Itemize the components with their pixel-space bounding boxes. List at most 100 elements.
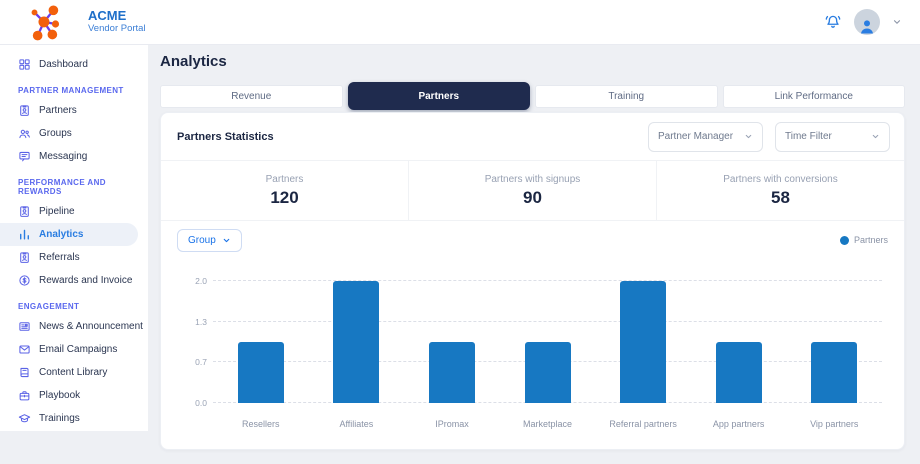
partners-bar-chart: 0.0 0.7 1.3 2.0 Resellers Affiliates IPromax M… [177, 265, 888, 441]
sidebar-item-label: Email Campaigns [39, 344, 118, 355]
id-badge-icon [18, 251, 31, 264]
sidebar-item-label: Analytics [39, 229, 84, 240]
sidebar-item-label: News & Announcement [39, 321, 143, 332]
tab-link-performance[interactable]: Link Performance [722, 84, 905, 108]
time-filter-select[interactable]: Time Filter [775, 121, 890, 152]
bar-app-partners[interactable] [715, 342, 762, 403]
bar-marketplace[interactable] [524, 342, 571, 403]
bar-referral-partners[interactable] [620, 281, 667, 403]
stat-label: Partners with conversions [723, 173, 838, 185]
group-dropdown-label: Group [188, 234, 216, 246]
x-axis-label-app-partners: App partners [712, 419, 765, 429]
group-dropdown-button[interactable]: Group [177, 228, 242, 252]
x-axis-label-resellers: Resellers [242, 419, 280, 429]
brand-block: ACME Vendor Portal [88, 8, 146, 35]
bar-affiliates[interactable] [333, 281, 380, 403]
x-axis-label-referral-partners: Referral partners [609, 419, 677, 429]
top-header-bar: ACME Vendor Portal [0, 0, 920, 45]
sidebar-item-email-campaigns[interactable]: Email Campaigns [0, 338, 148, 361]
users-icon [18, 127, 31, 140]
stat-value: 58 [771, 187, 790, 207]
sidebar-item-label: Pipeline [39, 206, 75, 217]
chevron-down-icon[interactable] [892, 17, 902, 27]
sidebar-nav: Dashboard PARTNER MANAGEMENT Partners Group… [0, 45, 148, 431]
brand-subtitle: Vendor Portal [88, 23, 146, 34]
tab-partners[interactable]: Partners [347, 82, 530, 110]
stat-value: 90 [523, 187, 542, 207]
stats-row: Partners 120 Partners with signups 90 Partne… [161, 161, 904, 221]
stat-label: Partners [265, 173, 304, 185]
stat-value: 120 [270, 187, 299, 207]
sidebar-item-messaging[interactable]: Messaging [0, 145, 148, 168]
sidebar-item-label: Dashboard [39, 59, 88, 70]
bell-icon[interactable] [824, 13, 842, 31]
sidebar-section-title-engagement: ENGAGEMENT [18, 302, 80, 311]
chevron-down-icon [744, 132, 753, 141]
analytics-tab-bar: Revenue Partners Training Link Performance [160, 82, 905, 110]
sidebar-item-label: Referrals [39, 252, 80, 263]
y-axis-tick-label: 0.0 [195, 398, 207, 408]
graduation-cap-icon [18, 412, 31, 425]
sidebar-section-title-partner-management: PARTNER MANAGEMENT [18, 86, 124, 95]
x-axis-label-affiliates: Affiliates [339, 419, 374, 429]
sidebar-item-dashboard[interactable]: Dashboard [0, 53, 148, 76]
envelope-icon [18, 343, 31, 356]
sidebar-item-label: Partners [39, 105, 77, 116]
partner-manager-select[interactable]: Partner Manager [648, 121, 763, 152]
x-axis-label-ipromax: IPromax [435, 419, 469, 429]
sidebar-item-playbook[interactable]: Playbook [0, 384, 148, 407]
stat-label: Partners with signups [484, 173, 581, 185]
sidebar-item-rewards-and-invoice[interactable]: Rewards and Invoice [0, 269, 148, 292]
user-avatar-icon[interactable] [854, 9, 880, 35]
gridline: 1.3 [195, 317, 882, 327]
chart-legend: Partners [839, 235, 888, 245]
bar-chart-icon [18, 228, 31, 241]
partners-statistics-panel: Partners Statistics Partner Manager Time … [160, 112, 905, 450]
newspaper-icon [18, 320, 31, 333]
y-axis-tick-label: 2.0 [195, 276, 207, 286]
x-axis-label-vip-partners: Vip partners [810, 419, 859, 429]
sidebar-item-analytics[interactable]: Analytics [0, 223, 138, 246]
chevron-down-icon [222, 236, 231, 245]
id-badge-icon [18, 205, 31, 218]
id-badge-icon [18, 104, 31, 117]
sidebar-section-title-performance-and-rewards: PERFORMANCE AND REWARDS [18, 178, 106, 196]
book-icon [18, 366, 31, 379]
tab-revenue[interactable]: Revenue [160, 84, 343, 108]
sidebar-item-news-announcement[interactable]: News & Announcement [0, 315, 148, 338]
stat-partners: Partners 120 [161, 161, 408, 220]
sidebar-item-label: Rewards and Invoice [39, 275, 133, 286]
filter-controls: Partner Manager Time Filter [648, 121, 890, 152]
sidebar-item-pipeline[interactable]: Pipeline [0, 200, 148, 223]
sidebar-item-label: Playbook [39, 390, 81, 401]
dashboard-grid-icon [18, 58, 31, 71]
bar-ipromax[interactable] [428, 342, 475, 403]
sidebar-item-label: Trainings [39, 413, 80, 424]
sidebar-item-referrals[interactable]: Referrals [0, 246, 148, 269]
network-logo-icon [24, 3, 66, 41]
sidebar-item-label: Messaging [39, 151, 88, 162]
bar-vip-partners[interactable] [811, 342, 858, 403]
tab-training[interactable]: Training [535, 84, 718, 108]
sidebar-item-label: Groups [39, 128, 72, 139]
panel-title: Partners Statistics [177, 130, 274, 143]
chat-icon [18, 150, 31, 163]
stat-partners-with-signups: Partners with signups 90 [408, 161, 656, 220]
sidebar-item-label: Content Library [39, 367, 108, 378]
briefcase-icon [18, 389, 31, 402]
y-axis-tick-label: 1.3 [195, 316, 207, 327]
legend-label: Partners [853, 235, 888, 245]
sidebar-item-trainings[interactable]: Trainings [0, 407, 148, 430]
chevron-down-icon [871, 132, 880, 141]
sidebar-item-groups[interactable]: Groups [0, 122, 148, 145]
dollar-circle-icon [18, 274, 31, 287]
select-value: Partner Manager [658, 131, 734, 142]
sidebar-item-content-library[interactable]: Content Library [0, 361, 148, 384]
page-title: Analytics [160, 53, 227, 70]
legend-dot [839, 235, 849, 245]
bar-resellers[interactable] [237, 342, 284, 403]
x-axis-label-marketplace: Marketplace [523, 419, 573, 429]
sidebar-item-partners[interactable]: Partners [0, 99, 148, 122]
select-value: Time Filter [785, 131, 832, 142]
y-axis-tick-label: 0.7 [195, 357, 207, 368]
